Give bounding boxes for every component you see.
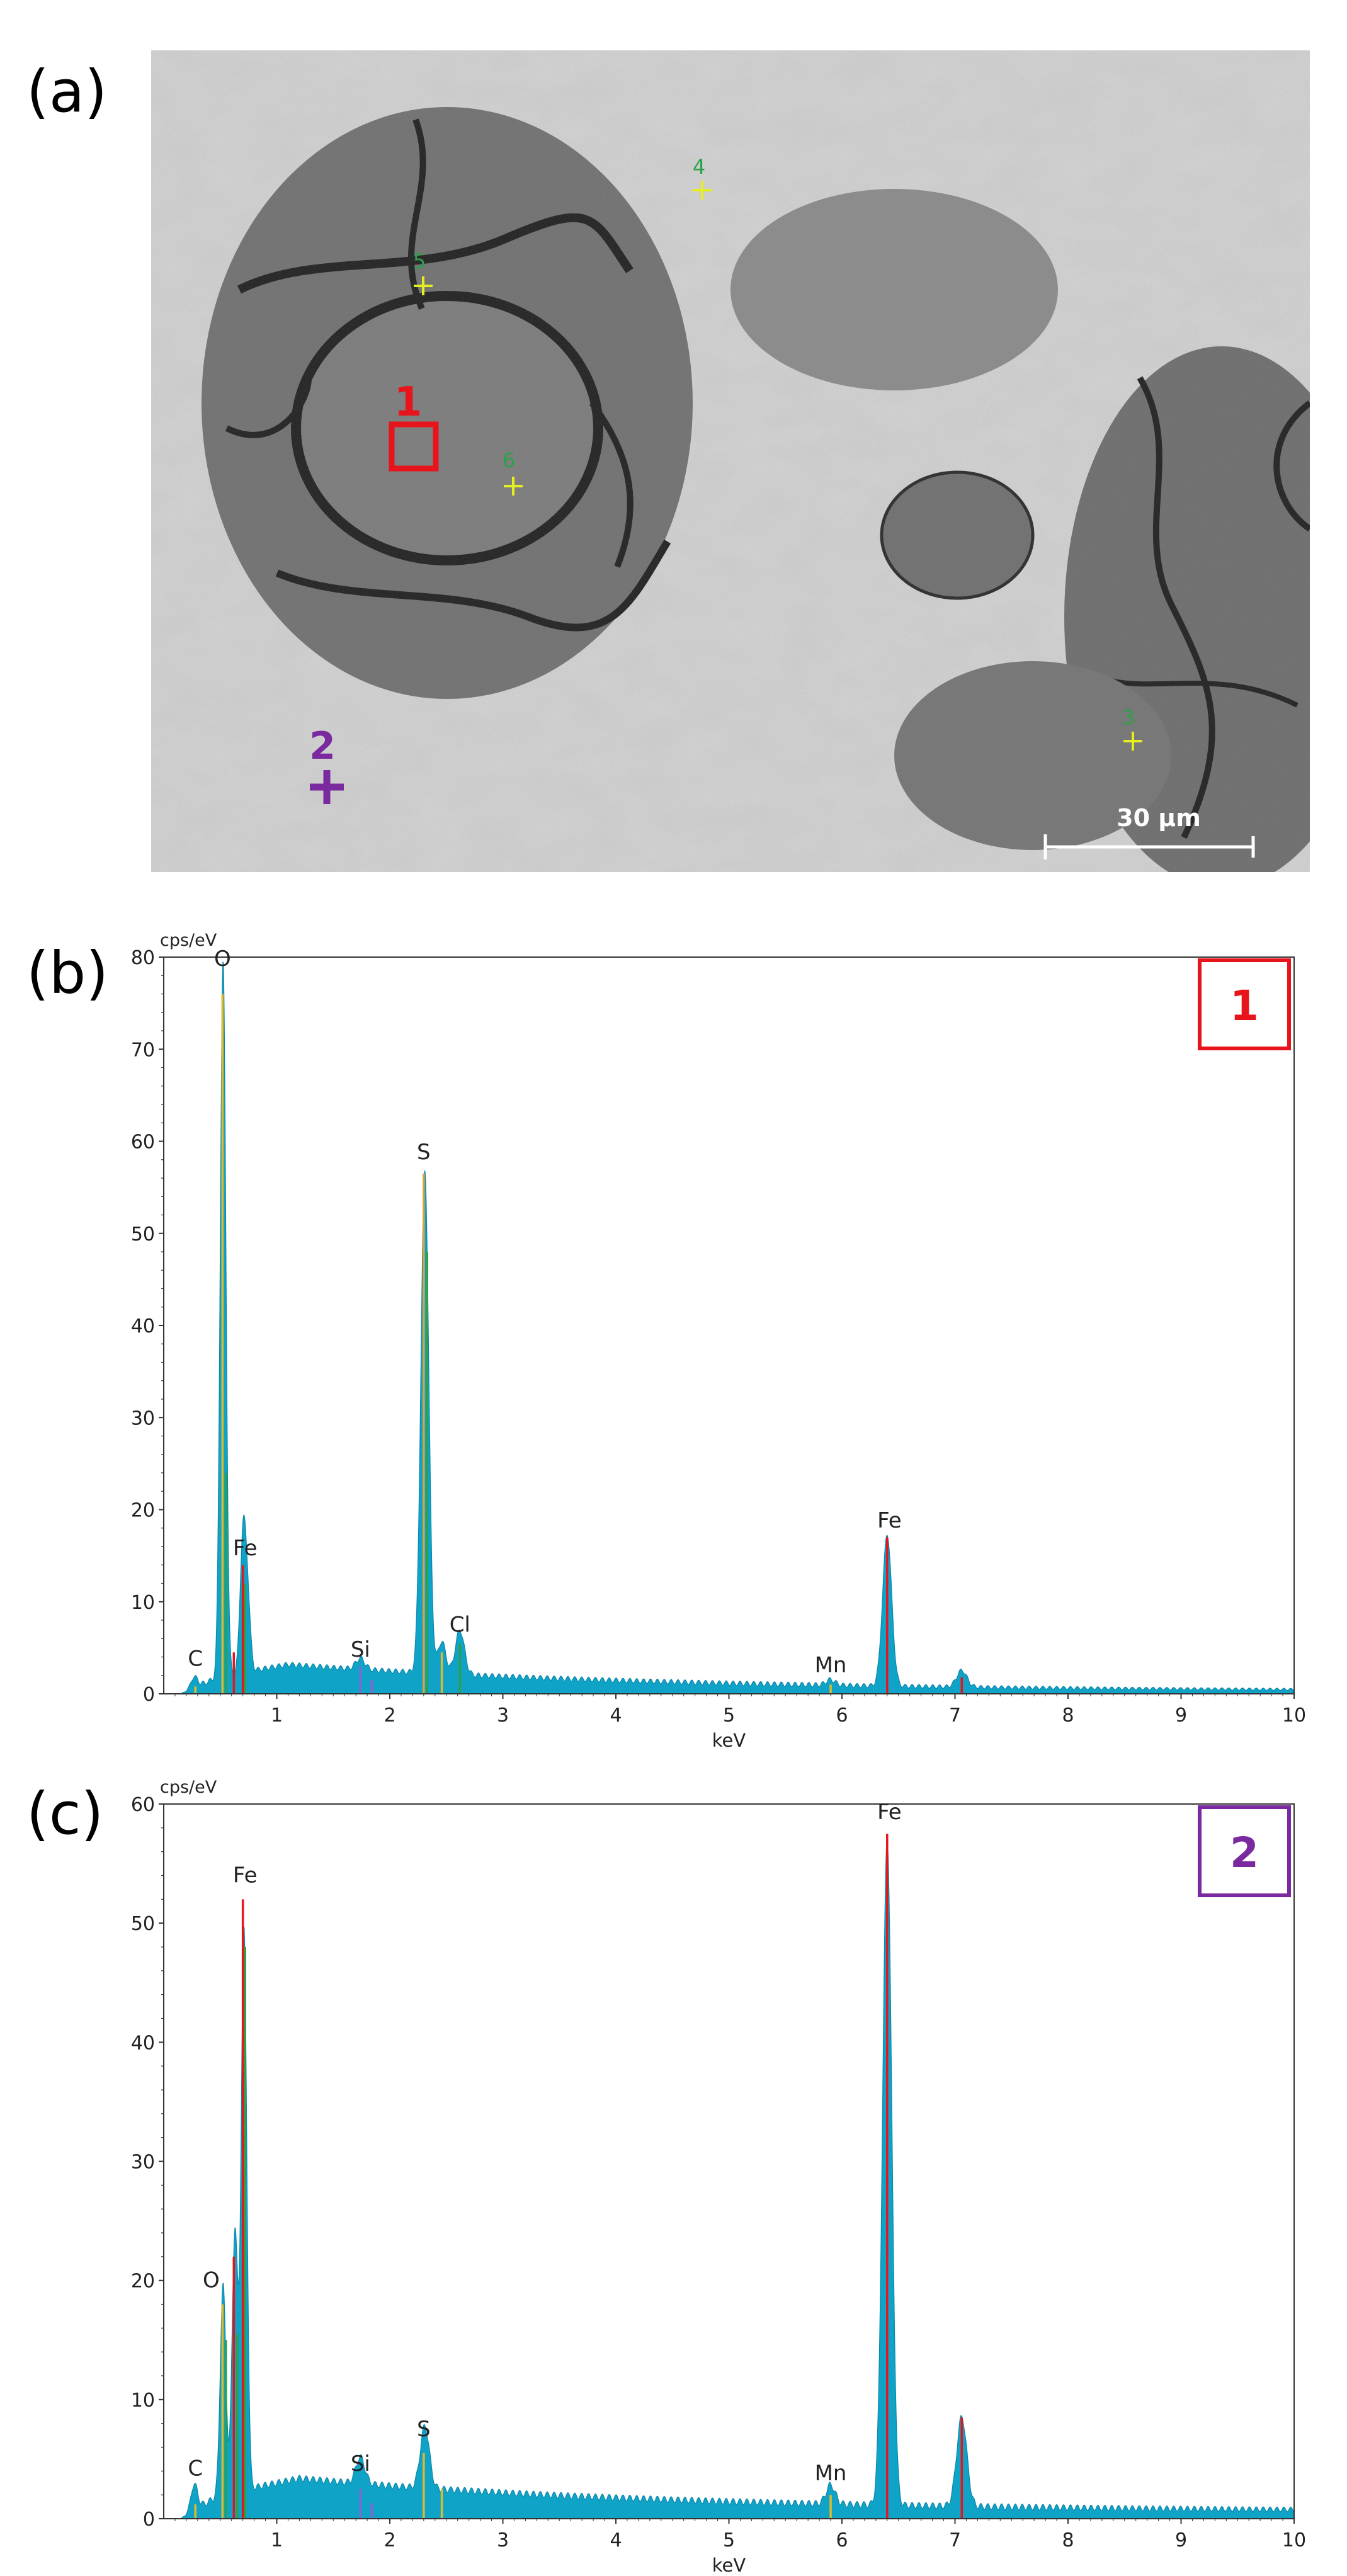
x-tick-label-4: 5 — [723, 2529, 735, 2551]
analysis-point-3: 3 — [1122, 705, 1142, 751]
svg-text:5: 5 — [413, 249, 426, 273]
y-tick-label-5: 50 — [131, 1223, 155, 1245]
peak-label-mn-6: Mn — [815, 1653, 847, 1678]
x-tick-label-6: 7 — [949, 2529, 961, 2551]
peak-label-fe-0: Fe — [233, 1863, 258, 1888]
panel-label-b: (b) — [26, 939, 109, 1007]
eds-spectrum-point-1: cps/eV 0 10 20 30 40 50 60 70 80 1 2 3 4 5 6 7 8 9 10 keV O S F… — [131, 931, 1306, 1751]
spectrum-area — [180, 961, 1295, 1694]
x-tick-label-3: 4 — [610, 2529, 622, 2551]
peak-label-si-4: Si — [351, 1637, 370, 1662]
peak-label-mn-5: Mn — [815, 2461, 847, 2486]
x-axis-label: keV — [712, 1730, 746, 1751]
analysis-point-1: 1 — [389, 379, 439, 472]
peak-label-cl-5: Cl — [450, 1612, 470, 1637]
peak-label-c-6: C — [188, 2456, 203, 2481]
x-tick-label-9: 10 — [1282, 2529, 1306, 2551]
y-unit-label: cps/eV — [160, 1778, 217, 1797]
peak-label-fe-3: Fe — [877, 1508, 902, 1533]
y-tick-label-2: 20 — [131, 2271, 155, 2293]
y-tick-label-4: 40 — [131, 2032, 155, 2054]
svg-text:1: 1 — [394, 379, 423, 426]
plot-frame — [163, 956, 1295, 1694]
analysis-point-4: 4 — [693, 155, 712, 200]
x-tick-label-6: 7 — [949, 1705, 961, 1727]
x-tick-label-9: 10 — [1282, 1705, 1306, 1727]
x-tick-label-2: 3 — [497, 1705, 509, 1727]
analysis-point-2: 2 — [309, 724, 344, 804]
x-tick-label-8: 9 — [1175, 2529, 1187, 2551]
y-tick-label-0: 0 — [143, 1684, 155, 1706]
svg-text:2: 2 — [309, 724, 336, 768]
y-tick-label-6: 60 — [131, 1794, 155, 1816]
x-tick-label-5: 6 — [836, 2529, 848, 2551]
point-marker-label: 1 — [1230, 982, 1259, 1030]
y-tick-label-5: 50 — [131, 1913, 155, 1935]
y-tick-label-0: 0 — [143, 2509, 155, 2531]
sem-micrograph: 1 2 3 4 5 6 30 µm — [151, 50, 1310, 872]
y-tick-label-1: 10 — [131, 2390, 155, 2412]
peak-label-si-4: Si — [351, 2451, 370, 2477]
y-tick-label-2: 20 — [131, 1500, 155, 1522]
peak-label-s-1: S — [417, 1140, 431, 1165]
y-tick-label-7: 70 — [131, 1039, 155, 1061]
x-tick-label-3: 4 — [610, 1705, 622, 1727]
panel-label-c: (c) — [26, 1780, 104, 1847]
scale-bar-label: 30 µm — [1117, 804, 1201, 832]
y-tick-label-3: 30 — [131, 1407, 155, 1429]
scale-bar: 30 µm — [1043, 804, 1255, 860]
point-marker-label: 2 — [1230, 1829, 1259, 1877]
y-tick-label-6: 60 — [131, 1132, 155, 1154]
x-tick-label-5: 6 — [836, 1705, 848, 1727]
peak-label-o-0: O — [214, 946, 231, 972]
eds-spectrum-point-2: cps/eV 0 10 20 30 40 50 60 1 2 3 4 5 6 7 8 9 10 keV Fe Fe O S S… — [131, 1778, 1306, 2576]
x-tick-label-2: 3 — [497, 2529, 509, 2551]
y-tick-label-1: 10 — [131, 1592, 155, 1614]
point-marker-box — [1198, 1805, 1291, 1897]
panel-label-a: (a) — [26, 58, 108, 125]
analysis-point-6: 6 — [503, 448, 523, 496]
y-tick-label-3: 30 — [131, 2152, 155, 2174]
x-tick-label-0: 1 — [271, 1705, 283, 1727]
peak-label-c-7: C — [188, 1646, 203, 1671]
image-grain — [151, 50, 1310, 872]
y-tick-label-4: 40 — [131, 1315, 155, 1337]
y-unit-label: cps/eV — [160, 931, 217, 950]
plot-frame — [163, 1803, 1295, 2519]
x-tick-label-0: 1 — [271, 2529, 283, 2551]
x-tick-label-7: 8 — [1062, 2529, 1074, 2551]
spectrum-area — [180, 1840, 1295, 2519]
y-tick-label-8: 80 — [131, 947, 155, 969]
point-marker-box — [1198, 958, 1291, 1050]
peak-label-fe-2: Fe — [233, 1536, 258, 1561]
svg-text:6: 6 — [503, 448, 515, 472]
peak-label-fe-1: Fe — [877, 1800, 902, 1825]
svg-text:3: 3 — [1122, 705, 1135, 729]
x-tick-label-4: 5 — [723, 1705, 735, 1727]
x-tick-label-8: 9 — [1175, 1705, 1187, 1727]
x-tick-label-1: 2 — [384, 2529, 395, 2551]
svg-text:4: 4 — [693, 155, 705, 179]
x-axis-label: keV — [712, 2555, 746, 2576]
x-tick-label-7: 8 — [1062, 1705, 1074, 1727]
analysis-point-5: 5 — [413, 249, 433, 295]
peak-label-s-3: S — [417, 2417, 431, 2442]
peak-label-o-2: O — [203, 2268, 220, 2293]
x-tick-label-1: 2 — [384, 1705, 395, 1727]
